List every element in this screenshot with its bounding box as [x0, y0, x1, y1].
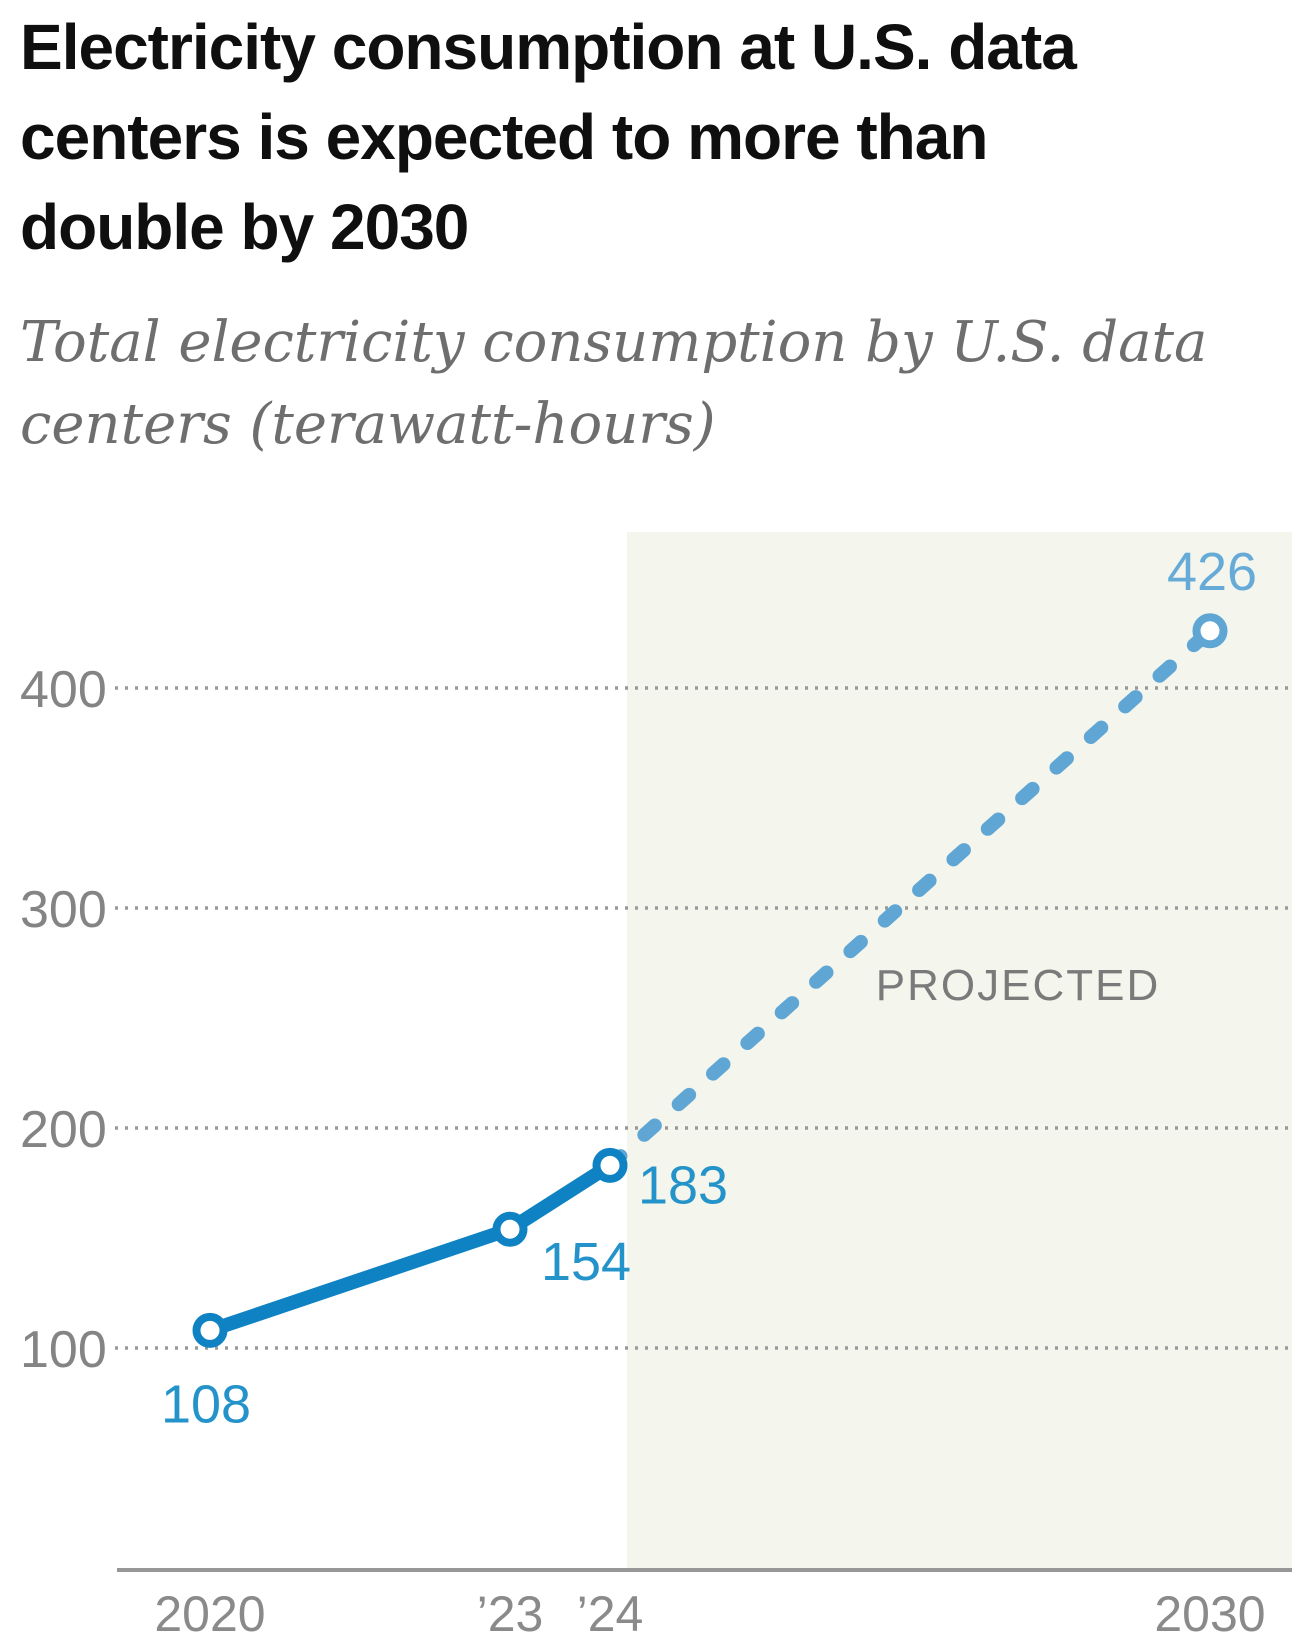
- point-label-2023: 154: [541, 1232, 631, 1292]
- subtitle-line: centers (terawatt-hours): [20, 392, 716, 457]
- x-tick-label-2024: ’24: [577, 1586, 644, 1642]
- data-point-2020: [192, 1312, 228, 1348]
- point-label-2030: 426: [1167, 542, 1257, 602]
- projection-band: [627, 532, 1292, 1570]
- projected-annotation: PROJECTED: [876, 961, 1160, 1010]
- x-tick-label-2023: ’23: [477, 1586, 544, 1642]
- series-projected-line: [603, 623, 1217, 1173]
- subtitle-line: Total electricity consumption by U.S. da…: [20, 310, 1208, 375]
- line-chart: PROJECTED 100 200 300 400 2020 ’23 ’24 2030 108 15…: [0, 500, 1292, 1647]
- point-label-2024: 183: [638, 1155, 728, 1215]
- data-point-2023: [492, 1211, 528, 1247]
- chart-title: Electricity consumption at U.S. data cent…: [20, 2, 1280, 272]
- point-label-2020: 108: [161, 1374, 251, 1434]
- line-chart-svg: PROJECTED 100 200 300 400 2020 ’23 ’24 2030 108 15…: [20, 532, 1292, 1642]
- y-tick-label-200: 200: [20, 1101, 107, 1159]
- x-tick-label-2020: 2020: [154, 1586, 265, 1642]
- chart-subtitle: Total electricity consumption by U.S. da…: [20, 302, 1280, 466]
- title-line: double by 2030: [20, 191, 469, 263]
- y-tick-label-400: 400: [20, 661, 107, 719]
- y-tick-label-100: 100: [20, 1321, 107, 1379]
- data-point-2030: [1192, 613, 1228, 649]
- title-line: centers is expected to more than: [20, 101, 988, 173]
- y-tick-label-300: 300: [20, 881, 107, 939]
- title-line: Electricity consumption at U.S. data: [20, 11, 1077, 83]
- data-point-2024: [592, 1147, 628, 1183]
- x-tick-label-2030: 2030: [1154, 1586, 1265, 1642]
